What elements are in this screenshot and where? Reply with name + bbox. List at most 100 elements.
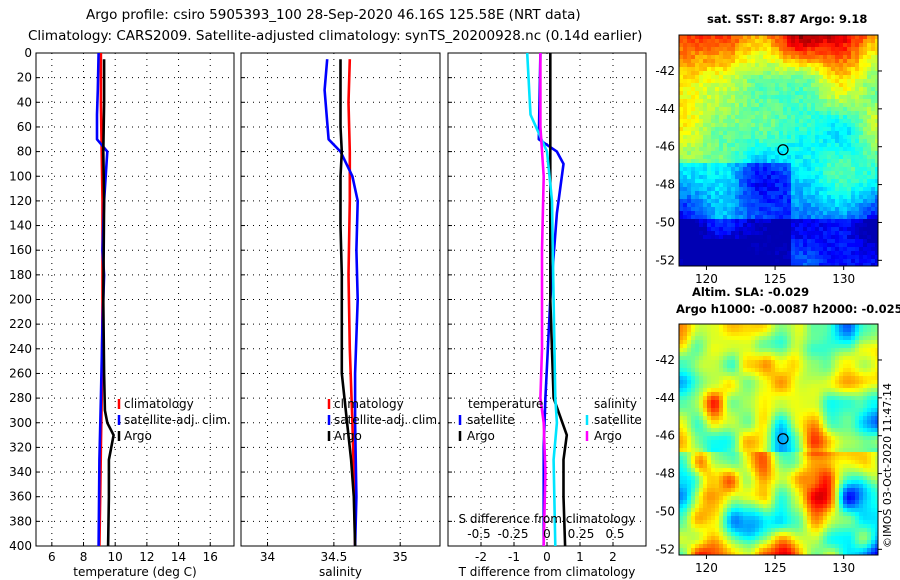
sst-cell [855, 139, 860, 144]
sst-cell [767, 219, 772, 224]
sst-cell [735, 215, 740, 220]
sla-cell [787, 384, 792, 389]
sla-cell [735, 400, 740, 405]
sst-cell [839, 139, 844, 144]
sst-cell [763, 99, 768, 104]
sst-cell [691, 167, 696, 172]
sst-cell [747, 171, 752, 176]
sst-cell [771, 183, 776, 188]
sla-cell [779, 356, 784, 361]
sst-cell [695, 39, 700, 44]
sst-cell [751, 47, 756, 52]
sst-cell [779, 251, 784, 256]
sst-cell [711, 187, 716, 192]
sst-cell [775, 219, 780, 224]
sst-cell [695, 255, 700, 260]
sst-cell [823, 75, 828, 80]
sla-cell [731, 348, 736, 353]
sst-cell [847, 155, 852, 160]
sst-cell [683, 183, 688, 188]
sla-cell [819, 368, 824, 373]
sla-cell [863, 344, 868, 349]
sst-cell [783, 167, 788, 172]
sla-cell [875, 328, 879, 333]
sla-cell [807, 424, 812, 429]
sst-cell [751, 151, 756, 156]
sla-cell [703, 360, 708, 365]
sst-cell [795, 107, 800, 112]
sst-cell [843, 51, 848, 56]
sst-cell [731, 207, 736, 212]
sst-cell [811, 147, 816, 152]
sst-cell [695, 35, 700, 40]
sst-cell [871, 51, 876, 56]
sst-cell [831, 163, 836, 168]
sla-cell [779, 420, 784, 425]
sst-cell [791, 199, 796, 204]
sla-cell [791, 404, 796, 409]
sla-cell [831, 456, 836, 461]
sla-cell [683, 396, 688, 401]
sla-cell [859, 444, 864, 449]
sst-cell [679, 91, 684, 96]
sst-cell [751, 91, 756, 96]
sst-cell [839, 91, 844, 96]
sst-cell [755, 75, 760, 80]
sst-cell [723, 227, 728, 232]
sst-cell [807, 259, 812, 264]
sla-cell [751, 468, 756, 473]
sst-cell [679, 123, 684, 128]
sst-cell [847, 175, 852, 180]
sst-cell [699, 239, 704, 244]
sst-cell [679, 139, 684, 144]
sla-cell [823, 340, 828, 345]
sla-cell [715, 324, 720, 329]
sla-cell [687, 424, 692, 429]
sla-cell [699, 348, 704, 353]
sla-cell [871, 408, 876, 413]
sla-cell [695, 396, 700, 401]
sst-cell [851, 155, 856, 160]
sst-cell [835, 255, 840, 260]
sla-cell [711, 364, 716, 369]
figure-title-line2: Climatology: CARS2009. Satellite-adjuste… [28, 28, 642, 44]
sst-cell [739, 151, 744, 156]
sst-cell [687, 95, 692, 100]
sst-cell [759, 135, 764, 140]
sla-cell [679, 440, 684, 445]
sst-cell [763, 75, 768, 80]
sla-cell [871, 328, 876, 333]
sst-cell [807, 39, 812, 44]
sla-cell [715, 380, 720, 385]
sla-cell [683, 416, 688, 421]
sst-cell [691, 75, 696, 80]
sla-cell [695, 372, 700, 377]
sst-cell [815, 251, 820, 256]
sla-cell [871, 384, 876, 389]
sla-cell [875, 372, 879, 377]
sla-cell [771, 356, 776, 361]
sst-cell [819, 191, 824, 196]
sst-cell [739, 191, 744, 196]
sst-cell [763, 251, 768, 256]
sla-cell [747, 360, 752, 365]
sst-cell [815, 155, 820, 160]
sst-cell [695, 155, 700, 160]
sla-cell [755, 420, 760, 425]
sla-cell [679, 404, 684, 409]
sla-cell [743, 388, 748, 393]
sst-cell [743, 239, 748, 244]
sst-cell [715, 119, 720, 124]
sla-cell [875, 400, 879, 405]
sst-cell [863, 199, 868, 204]
sla-cell [687, 396, 692, 401]
sst-cell [703, 251, 708, 256]
sla-cell [759, 444, 764, 449]
sst-cell [703, 239, 708, 244]
sla-cell [831, 464, 836, 469]
sst-cell [691, 199, 696, 204]
sla-cell [703, 364, 708, 369]
sla-cell [747, 368, 752, 373]
sst-cell [847, 115, 852, 120]
sst-cell [779, 119, 784, 124]
